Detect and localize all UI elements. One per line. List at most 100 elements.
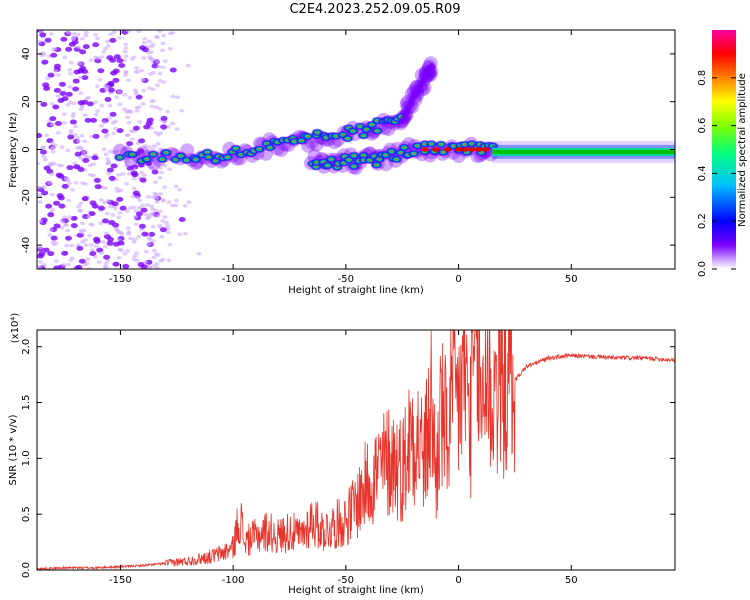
noise-speckle	[152, 144, 158, 149]
noise-speckle	[158, 131, 164, 135]
noise-speckle	[134, 105, 140, 110]
noise-speckle	[88, 58, 94, 62]
noise-speckle	[140, 203, 146, 208]
noise-speckle	[157, 223, 163, 228]
noise-speckle	[53, 87, 61, 93]
noise-speckle	[89, 248, 95, 252]
noise-speckle	[65, 228, 71, 233]
noise-speckle	[158, 192, 164, 196]
noise-speckle	[75, 32, 81, 37]
x-tick-label: 0	[455, 274, 461, 285]
noise-speckle	[59, 163, 65, 168]
steady-band-core	[492, 149, 675, 154]
noise-speckle	[72, 86, 80, 92]
noise-speckle	[88, 211, 96, 217]
noise-speckle	[157, 79, 163, 83]
noise-speckle	[121, 147, 127, 151]
noise-speckle	[136, 206, 142, 210]
noise-speckle	[81, 196, 89, 202]
noise-speckle	[107, 87, 115, 93]
noise-speckle	[164, 220, 170, 225]
noise-speckle	[106, 172, 112, 176]
noise-speckle	[91, 155, 99, 161]
noise-speckle	[82, 157, 90, 163]
noise-speckle	[43, 85, 51, 91]
noise-speckle	[157, 175, 163, 180]
noise-speckle	[142, 173, 148, 178]
noise-speckle	[124, 159, 130, 164]
noise-speckle	[151, 255, 157, 260]
noise-speckle	[154, 196, 160, 201]
noise-speckle	[95, 36, 101, 41]
noise-speckle	[37, 260, 43, 264]
noise-speckle	[135, 211, 143, 217]
noise-speckle	[151, 264, 157, 268]
noise-speckle	[166, 258, 172, 263]
noise-speckle	[43, 165, 51, 171]
noise-speckle	[53, 200, 61, 206]
noise-speckle	[55, 73, 61, 77]
noise-speckle	[58, 81, 66, 87]
noise-speckle	[107, 80, 115, 86]
noise-speckle	[123, 42, 129, 47]
noise-speckle	[82, 139, 88, 144]
noise-speckle	[147, 265, 153, 269]
noise-speckle	[165, 125, 171, 129]
peak-blob	[432, 147, 441, 152]
noise-speckle	[81, 75, 89, 81]
ridge-blob	[147, 150, 160, 159]
noise-speckle	[170, 94, 176, 99]
noise-speckle	[73, 181, 79, 185]
noise-speckle	[103, 152, 109, 157]
noise-speckle	[122, 93, 128, 97]
noise-speckle	[37, 265, 42, 269]
spectrogram-x-ticks: -150 -100 -50 0 50	[109, 30, 578, 285]
noise-speckle	[74, 136, 80, 140]
chart-title: C2E4.2023.252.09.05.R09	[289, 2, 461, 17]
noise-speckle	[146, 86, 152, 90]
noise-speckle	[177, 187, 183, 192]
noise-speckle	[102, 244, 108, 249]
noise-speckle	[111, 131, 117, 136]
noise-speckle	[70, 215, 78, 221]
noise-speckle	[173, 198, 179, 203]
noise-speckle	[143, 124, 151, 130]
noise-speckle	[89, 251, 97, 257]
noise-speckle	[64, 235, 72, 241]
noise-speckle	[38, 219, 44, 223]
snr-series-line	[37, 330, 675, 570]
noise-speckle	[88, 222, 94, 227]
noise-speckle	[66, 165, 74, 171]
noise-speckle	[49, 192, 55, 197]
noise-speckle	[166, 167, 172, 172]
noise-speckle	[69, 243, 75, 248]
noise-speckle	[162, 185, 168, 189]
noise-speckle	[76, 204, 82, 209]
noise-speckle	[155, 60, 161, 64]
noise-speckle	[141, 88, 147, 93]
noise-speckle	[102, 46, 108, 51]
noise-speckle	[78, 156, 84, 160]
noise-speckle	[37, 185, 42, 190]
noise-speckle	[61, 263, 67, 267]
noise-speckle	[122, 263, 130, 269]
noise-speckle	[111, 30, 117, 34]
noise-speckle	[87, 163, 93, 168]
noise-speckle	[95, 56, 101, 60]
noise-speckle	[92, 42, 100, 48]
spectrogram-y-label: Frequency (Hz)	[8, 112, 19, 188]
noise-speckle	[150, 224, 156, 229]
noise-speckle	[160, 41, 166, 45]
ridge-blob	[407, 149, 420, 158]
peak-blob	[468, 147, 477, 152]
y-tick-label: 0	[21, 146, 32, 152]
noise-speckle	[196, 251, 202, 256]
noise-speckle	[147, 145, 153, 149]
noise-speckle	[112, 206, 118, 211]
noise-speckle	[185, 63, 191, 68]
noise-speckle	[37, 39, 43, 44]
noise-speckle	[170, 203, 176, 208]
noise-speckle	[124, 209, 130, 213]
noise-speckle	[165, 230, 171, 235]
noise-speckle	[104, 96, 112, 102]
